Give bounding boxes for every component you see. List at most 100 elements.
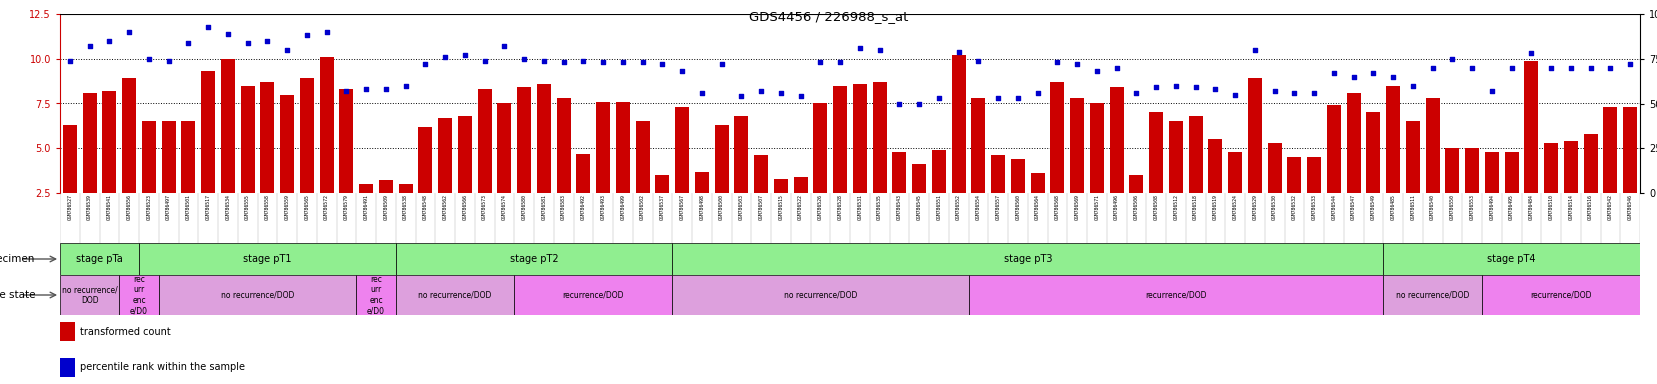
Text: recurrence/DOD: recurrence/DOD bbox=[1529, 291, 1591, 300]
Point bbox=[393, 83, 419, 89]
Text: GSM786527: GSM786527 bbox=[68, 195, 73, 220]
Text: rec
urr
enc
e/D0: rec urr enc e/D0 bbox=[129, 275, 147, 315]
Text: GSM786534: GSM786534 bbox=[225, 195, 230, 220]
Text: GSM786541: GSM786541 bbox=[106, 195, 111, 220]
Point bbox=[1556, 65, 1582, 71]
Text: GSM786558: GSM786558 bbox=[265, 195, 270, 220]
Point bbox=[807, 59, 833, 65]
Bar bbox=[60, 358, 75, 377]
Point bbox=[905, 101, 931, 107]
Text: GSM786573: GSM786573 bbox=[482, 195, 487, 220]
Bar bbox=[1582, 134, 1597, 193]
Text: GSM786568: GSM786568 bbox=[1054, 195, 1059, 220]
Bar bbox=[1326, 105, 1341, 193]
Text: GSM786496: GSM786496 bbox=[1114, 195, 1118, 220]
Bar bbox=[517, 88, 530, 193]
Bar bbox=[396, 243, 671, 275]
Bar bbox=[931, 150, 944, 193]
Point bbox=[1201, 86, 1228, 92]
Text: GSM786494: GSM786494 bbox=[1488, 195, 1493, 220]
Bar bbox=[1031, 173, 1044, 193]
Point bbox=[116, 29, 143, 35]
Text: GSM786500: GSM786500 bbox=[719, 195, 724, 220]
Bar bbox=[694, 172, 708, 193]
Point bbox=[1024, 90, 1051, 96]
Bar bbox=[280, 94, 293, 193]
Text: GSM786495: GSM786495 bbox=[1508, 195, 1513, 220]
Point bbox=[1162, 83, 1188, 89]
Text: GSM786559: GSM786559 bbox=[285, 195, 290, 220]
Text: GSM786572: GSM786572 bbox=[323, 195, 330, 220]
Text: GSM786511: GSM786511 bbox=[1410, 195, 1415, 220]
Bar bbox=[616, 102, 630, 193]
Text: GSM786543: GSM786543 bbox=[896, 195, 901, 220]
Text: recurrence/DOD: recurrence/DOD bbox=[1145, 291, 1206, 300]
Bar bbox=[891, 152, 906, 193]
Text: GSM786518: GSM786518 bbox=[1193, 195, 1198, 220]
Text: percentile rank within the sample: percentile rank within the sample bbox=[80, 362, 245, 372]
Point bbox=[1339, 74, 1365, 80]
Bar bbox=[872, 82, 886, 193]
Point bbox=[413, 61, 439, 67]
Bar bbox=[119, 275, 159, 315]
Point bbox=[610, 59, 636, 65]
Bar bbox=[1445, 148, 1458, 193]
Point bbox=[333, 88, 360, 94]
Bar bbox=[1248, 78, 1261, 193]
Point bbox=[1359, 70, 1385, 76]
Point bbox=[847, 45, 873, 51]
Text: GSM786540: GSM786540 bbox=[1430, 195, 1435, 220]
Point bbox=[984, 95, 1011, 101]
Point bbox=[787, 93, 814, 99]
Bar bbox=[1382, 275, 1481, 315]
Text: GSM786531: GSM786531 bbox=[857, 195, 862, 220]
Bar bbox=[477, 89, 490, 193]
Text: GSM786580: GSM786580 bbox=[522, 195, 527, 220]
Bar bbox=[635, 121, 650, 193]
Bar bbox=[1345, 93, 1360, 193]
Bar bbox=[674, 107, 689, 193]
Bar bbox=[1069, 98, 1084, 193]
Point bbox=[76, 43, 103, 49]
Bar bbox=[1382, 243, 1639, 275]
Bar bbox=[852, 84, 867, 193]
Text: GSM786538: GSM786538 bbox=[403, 195, 408, 220]
Point bbox=[827, 59, 853, 65]
Text: GSM786554: GSM786554 bbox=[976, 195, 981, 220]
Bar bbox=[714, 125, 727, 193]
Text: GSM786553: GSM786553 bbox=[1468, 195, 1473, 220]
Text: GSM786544: GSM786544 bbox=[1331, 195, 1336, 220]
Bar bbox=[951, 55, 964, 193]
Text: no recurrence/DOD: no recurrence/DOD bbox=[220, 291, 293, 300]
Point bbox=[510, 56, 537, 62]
Bar bbox=[557, 98, 570, 193]
Text: GSM786579: GSM786579 bbox=[343, 195, 348, 220]
Bar bbox=[60, 275, 119, 315]
Text: GSM786562: GSM786562 bbox=[442, 195, 447, 220]
Point bbox=[1576, 65, 1602, 71]
Text: GSM786510: GSM786510 bbox=[1548, 195, 1553, 220]
Point bbox=[1122, 90, 1148, 96]
Text: no recurrence/
DOD: no recurrence/ DOD bbox=[61, 285, 118, 305]
Text: GSM786485: GSM786485 bbox=[1390, 195, 1395, 220]
Point bbox=[214, 31, 240, 37]
Text: GSM786514: GSM786514 bbox=[1568, 195, 1572, 220]
Point bbox=[1518, 50, 1544, 56]
Bar bbox=[1089, 104, 1104, 193]
Bar bbox=[1306, 157, 1321, 193]
Point bbox=[293, 32, 320, 38]
Bar bbox=[1168, 121, 1181, 193]
Bar bbox=[1563, 141, 1577, 193]
Point bbox=[1102, 65, 1128, 71]
Point bbox=[451, 52, 477, 58]
Point bbox=[176, 40, 202, 46]
Bar bbox=[514, 275, 671, 315]
Point bbox=[1379, 74, 1405, 80]
Bar bbox=[379, 180, 393, 193]
Bar bbox=[734, 116, 747, 193]
Bar bbox=[1287, 157, 1301, 193]
Bar bbox=[200, 71, 215, 193]
Text: GSM786502: GSM786502 bbox=[640, 195, 645, 220]
Text: GSM786522: GSM786522 bbox=[797, 195, 802, 220]
Bar bbox=[537, 84, 550, 193]
